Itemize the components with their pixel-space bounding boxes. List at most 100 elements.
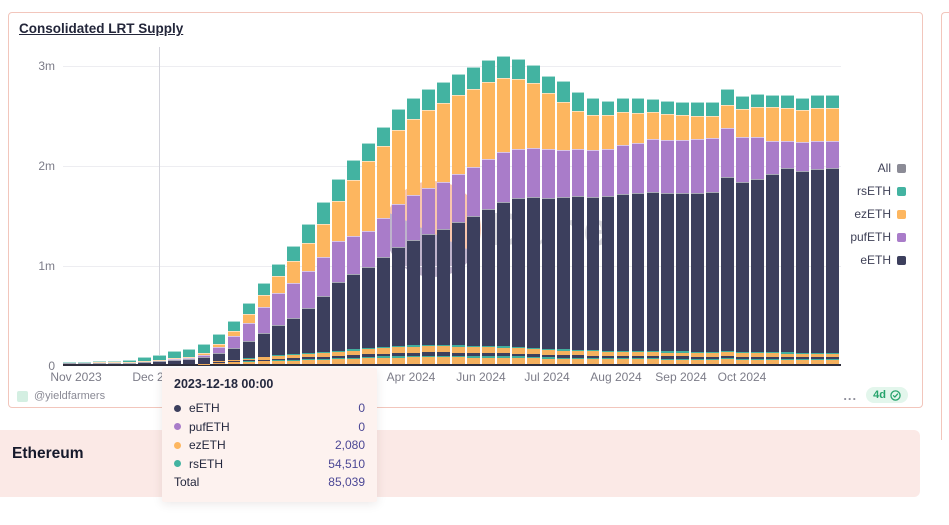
bar-overlay-segment bbox=[212, 361, 226, 363]
stacked-bar[interactable] bbox=[122, 359, 136, 364]
bar-overlay bbox=[661, 351, 675, 364]
stacked-bar[interactable] bbox=[796, 97, 809, 364]
freshness-badge[interactable]: 4d bbox=[866, 387, 908, 403]
legend-swatch-icon bbox=[897, 255, 906, 265]
bar-overlay-segment bbox=[496, 357, 510, 364]
stacked-bar[interactable] bbox=[152, 354, 166, 364]
stacked-bar[interactable] bbox=[706, 102, 720, 364]
stacked-bar[interactable] bbox=[77, 362, 91, 364]
bar-segment-pufETH bbox=[422, 188, 435, 234]
bar-overlay bbox=[721, 351, 735, 364]
bar-segment-ezETH bbox=[676, 115, 690, 140]
bar-overlay-segment bbox=[272, 355, 286, 356]
attribution-handle[interactable]: @yieldfarmers bbox=[34, 390, 106, 402]
bar-overlay-segment bbox=[302, 359, 316, 361]
bar-segment-eETH bbox=[407, 240, 420, 364]
stacked-bar[interactable] bbox=[571, 92, 585, 364]
stacked-bar[interactable] bbox=[392, 109, 405, 364]
stacked-bar[interactable] bbox=[766, 95, 779, 364]
stacked-bar[interactable] bbox=[347, 160, 361, 364]
stacked-bar[interactable] bbox=[466, 67, 480, 364]
stacked-bar[interactable] bbox=[586, 98, 600, 364]
bar-segment-ezETH bbox=[287, 260, 301, 283]
bar-segment-ezETH bbox=[496, 78, 510, 152]
bar-segment-pufETH bbox=[796, 142, 809, 171]
stacked-bar[interactable] bbox=[481, 60, 495, 364]
stacked-bar[interactable] bbox=[811, 95, 824, 364]
stacked-bar[interactable] bbox=[107, 360, 121, 364]
bar-overlay-segment bbox=[616, 358, 630, 360]
stacked-bar[interactable] bbox=[377, 126, 390, 364]
stacked-bar[interactable] bbox=[137, 357, 151, 364]
bar-segment-rsETH bbox=[92, 361, 106, 362]
bar-overlay-segment bbox=[407, 352, 420, 356]
stacked-bar[interactable] bbox=[751, 94, 765, 364]
stacked-bar[interactable] bbox=[526, 65, 540, 364]
stacked-bar[interactable] bbox=[601, 101, 615, 364]
stacked-bar[interactable] bbox=[646, 99, 660, 364]
stacked-bar[interactable] bbox=[661, 100, 675, 364]
bar-segment-ezETH bbox=[137, 361, 151, 362]
bar-segment-eETH bbox=[437, 229, 450, 364]
stacked-bar[interactable] bbox=[332, 179, 346, 364]
stacked-bar[interactable] bbox=[257, 283, 271, 364]
bar-segment-pufETH bbox=[616, 145, 630, 194]
stacked-bar[interactable] bbox=[422, 88, 435, 364]
stacked-bar[interactable] bbox=[242, 303, 256, 364]
stacked-bar[interactable] bbox=[616, 98, 630, 364]
tooltip-series-label: ezETH bbox=[189, 438, 226, 453]
bar-overlay-segment bbox=[392, 352, 405, 357]
stacked-bar[interactable] bbox=[287, 245, 301, 364]
stacked-bar[interactable] bbox=[676, 101, 690, 364]
x-axis-tick-label: Nov 2023 bbox=[50, 370, 102, 384]
bar-overlay-segment bbox=[541, 357, 555, 359]
stacked-bar[interactable] bbox=[63, 362, 76, 364]
bar-overlay-segment bbox=[646, 359, 660, 364]
bar-overlay-segment bbox=[541, 358, 555, 364]
stacked-bar[interactable] bbox=[437, 82, 450, 364]
legend-item-All[interactable]: All bbox=[850, 161, 906, 175]
bar-overlay-segment bbox=[556, 349, 570, 351]
stacked-bar[interactable] bbox=[511, 59, 525, 364]
stacked-bar[interactable] bbox=[781, 95, 794, 364]
attribution[interactable]: @yieldfarmers bbox=[17, 390, 105, 402]
stacked-bar[interactable] bbox=[227, 320, 241, 364]
legend-item-rsETH[interactable]: rsETH bbox=[850, 184, 906, 198]
stacked-bar[interactable] bbox=[167, 351, 181, 364]
bar-segment-ezETH bbox=[751, 107, 765, 137]
stacked-bar[interactable] bbox=[302, 224, 316, 364]
stacked-bar[interactable] bbox=[272, 264, 286, 364]
bar-overlay-segment bbox=[631, 358, 645, 360]
stacked-bar[interactable] bbox=[541, 76, 555, 364]
stacked-bar[interactable] bbox=[92, 361, 106, 364]
bar-segment-eETH bbox=[257, 333, 271, 364]
stacked-bar[interactable] bbox=[631, 98, 645, 364]
legend-item-eETH[interactable]: eETH bbox=[850, 253, 906, 267]
bar-overlay-segment bbox=[407, 346, 420, 353]
stacked-bar[interactable] bbox=[317, 202, 331, 364]
more-options-icon[interactable]: ... bbox=[843, 387, 858, 403]
stacked-bar[interactable] bbox=[182, 348, 196, 364]
bar-overlay bbox=[796, 352, 809, 364]
stacked-bar[interactable] bbox=[362, 142, 376, 364]
stacked-bar[interactable] bbox=[691, 102, 705, 364]
stacked-bar[interactable] bbox=[556, 81, 570, 364]
stacked-bar[interactable] bbox=[736, 96, 750, 364]
stacked-bar[interactable] bbox=[496, 55, 510, 364]
stacked-bar[interactable] bbox=[197, 344, 211, 364]
chart-title-link[interactable]: Consolidated LRT Supply bbox=[19, 21, 184, 36]
bar-overlay-segment bbox=[212, 362, 226, 364]
bar-overlay-segment bbox=[347, 350, 361, 356]
bar-overlay-segment bbox=[601, 355, 615, 359]
bar-overlay-segment bbox=[392, 357, 405, 364]
stacked-bar[interactable] bbox=[721, 89, 735, 364]
legend-item-ezETH[interactable]: ezETH bbox=[850, 207, 906, 221]
stacked-bar[interactable] bbox=[407, 97, 420, 364]
legend-item-pufETH[interactable]: pufETH bbox=[850, 230, 906, 244]
stacked-bar[interactable] bbox=[826, 94, 839, 364]
bar-segment-rsETH bbox=[766, 95, 779, 107]
bar-segment-rsETH bbox=[332, 179, 346, 201]
stacked-bar[interactable] bbox=[452, 73, 465, 364]
stacked-bar[interactable] bbox=[212, 334, 226, 364]
legend-swatch-icon bbox=[897, 209, 906, 219]
